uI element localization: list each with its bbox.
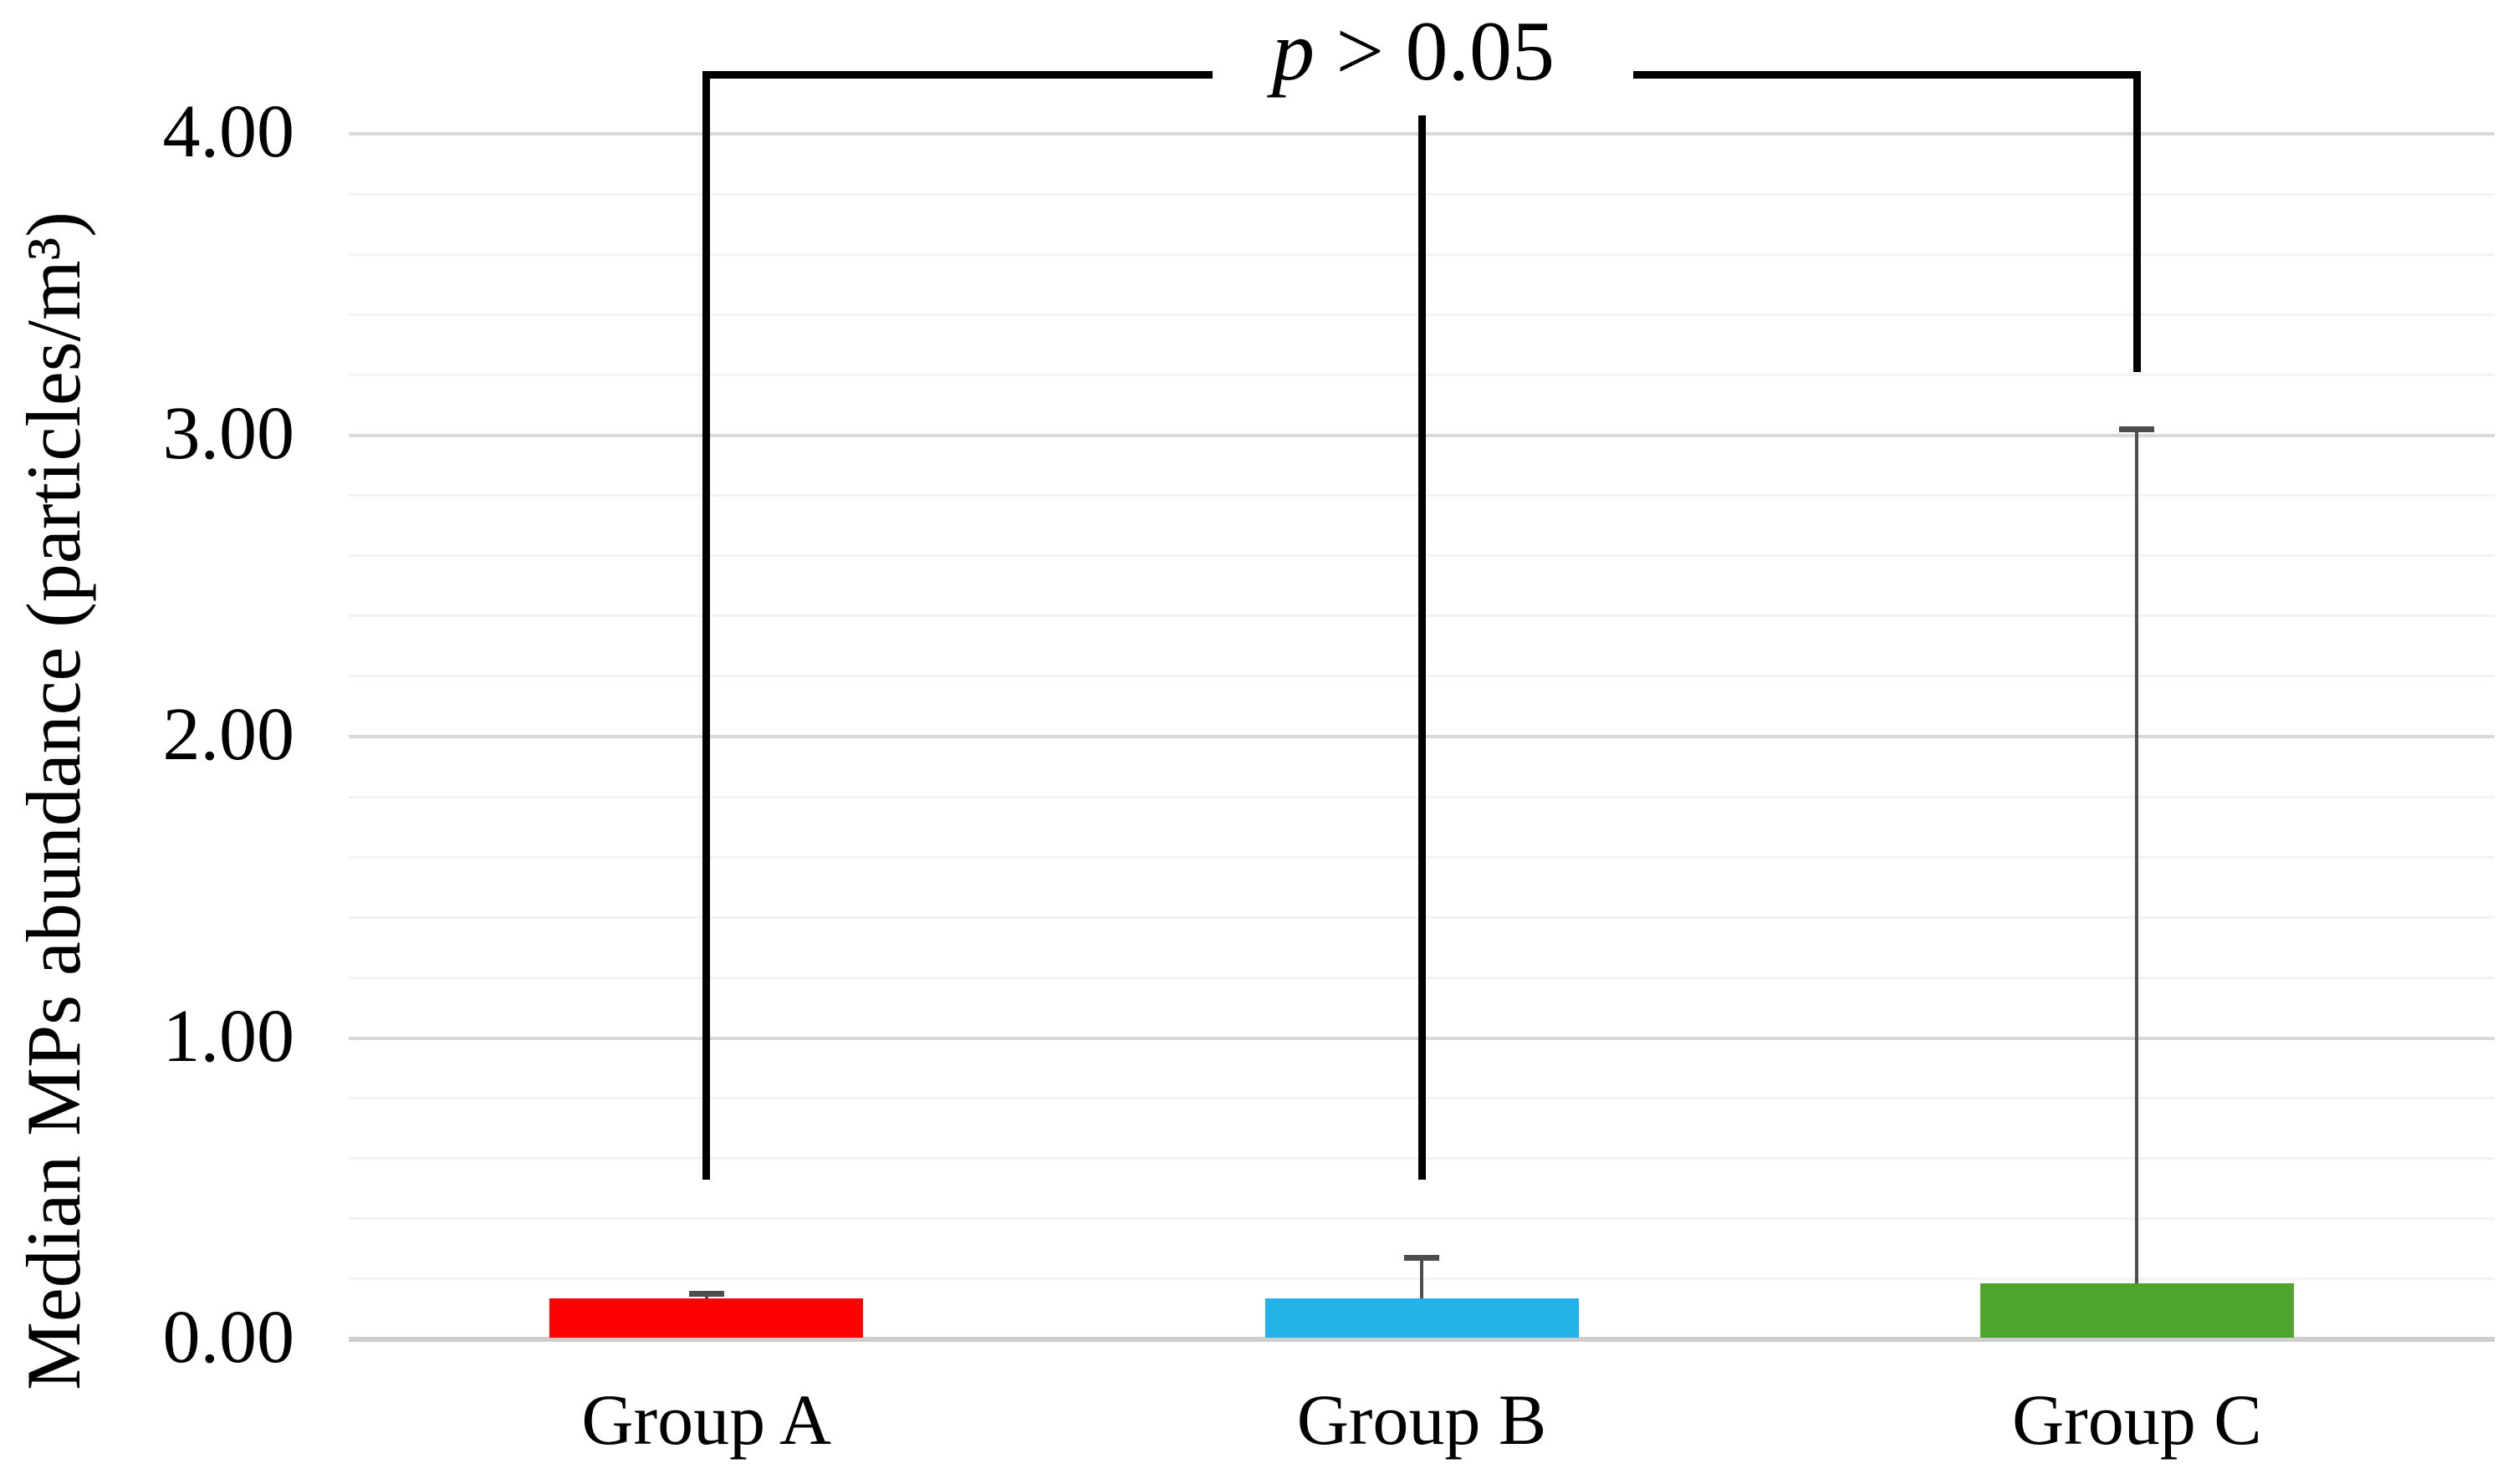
- bar-group-b: [1264, 1298, 1579, 1338]
- bracket-horizontal-left: [706, 70, 1213, 79]
- x-axis-baseline: [349, 1337, 2495, 1342]
- bracket-vertical-group-b: [1417, 115, 1426, 1180]
- y-tick-label-2-00: 2.00: [162, 693, 295, 777]
- x-axis-label-group-b: Group B: [1296, 1379, 1547, 1460]
- error-bar-cap-group-b: [1404, 1255, 1439, 1262]
- bracket-vertical-group-c: [2132, 70, 2141, 372]
- significance-annotation: p > 0.05: [1272, 7, 1555, 96]
- x-axis-label-group-c: Group C: [2012, 1379, 2262, 1460]
- y-tick-label-3-00: 3.00: [162, 391, 295, 475]
- error-bar-stem-group-b: [1420, 1257, 1423, 1299]
- bar-group-c: [1979, 1283, 2294, 1338]
- y-tick-label-1-00: 1.00: [162, 994, 295, 1078]
- y-tick-label-0-00: 0.00: [162, 1296, 295, 1379]
- bracket-vertical-group-a: [702, 70, 711, 1180]
- gridline-minor: [349, 1217, 2495, 1221]
- y-tick-label-4-00: 4.00: [162, 90, 295, 174]
- p-comparison-value: > 0.05: [1314, 4, 1555, 99]
- error-bar-stem-group-c: [2135, 429, 2139, 1284]
- bar-group-a: [549, 1298, 864, 1338]
- bracket-horizontal-right: [1633, 70, 2137, 79]
- error-bar-cap-group-a: [688, 1291, 724, 1298]
- y-axis-title: Median MPs abundance (particles/m³): [11, 212, 96, 1390]
- p-symbol: p: [1271, 4, 1315, 99]
- x-axis-label-group-a: Group A: [581, 1379, 831, 1460]
- error-bar-cap-group-c: [2119, 426, 2155, 432]
